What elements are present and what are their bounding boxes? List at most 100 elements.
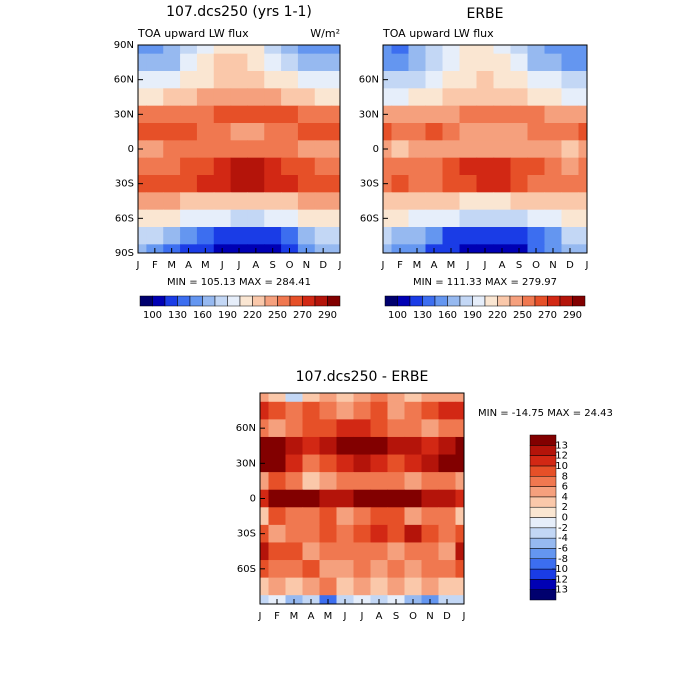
contour-cell (527, 88, 546, 107)
y-tick-label: 30S (115, 179, 134, 190)
contour-cell (146, 140, 164, 159)
colorbar-label: 220 (488, 310, 507, 321)
contour-cell (544, 53, 563, 72)
contour-cell (404, 489, 423, 508)
contour-cell (408, 140, 427, 159)
colorbar-label: 100 (388, 310, 407, 321)
contour-cell (213, 227, 232, 245)
contour-cell (319, 454, 338, 473)
colorbar-label: 12 (555, 451, 568, 462)
contour-cell (578, 227, 587, 245)
colorbar-box (529, 486, 557, 498)
contour-cell (455, 560, 464, 579)
contour-cell (331, 209, 340, 228)
contour-cell (213, 88, 232, 107)
x-tick-label: A (185, 260, 192, 271)
colorbar-label: 250 (513, 310, 532, 321)
colorbar-box (214, 295, 228, 307)
contour-cell (196, 105, 215, 124)
contour-cell (370, 542, 389, 561)
contour-cell (544, 71, 563, 89)
contour-cell (527, 53, 546, 72)
contour-cell (163, 71, 181, 89)
contour-cell (383, 53, 393, 72)
contour-cell (370, 577, 389, 596)
contour-cell (404, 454, 423, 473)
contour-cell (527, 192, 546, 211)
contour-cell (438, 542, 457, 561)
contour-cell (331, 192, 340, 211)
contour-cell (561, 140, 580, 159)
colorbar-box (529, 445, 557, 456)
contour-cell (163, 209, 181, 228)
contour-cell (196, 71, 215, 89)
contour-cell (146, 71, 164, 89)
contour-cell (336, 542, 355, 561)
contour-cell (493, 157, 512, 176)
colorbar-box (534, 295, 548, 307)
colorbar-box (529, 455, 557, 467)
contour-cell (163, 192, 181, 211)
contour-cell (163, 140, 181, 159)
contour-cell (561, 88, 580, 107)
contour-cell (331, 45, 340, 55)
contour-cell (408, 71, 427, 89)
x-tick-label: J (237, 260, 241, 271)
contour-cell (404, 577, 423, 596)
contour-cell (230, 88, 249, 107)
colorbar-label: 250 (268, 310, 287, 321)
x-tick-label: N (549, 260, 556, 271)
contour-cell (527, 157, 546, 176)
contour-cell (285, 454, 304, 473)
contour-cell (230, 123, 249, 141)
colorbar-box (252, 295, 266, 307)
contour-cell (230, 175, 249, 193)
colorbar-label: -8 (558, 554, 568, 565)
contour-cell (336, 577, 355, 596)
contour-cell (476, 227, 495, 245)
colorbar-box (397, 295, 411, 307)
contour-cell (336, 419, 355, 438)
contour-cell (180, 140, 198, 159)
x-tick-label: S (393, 611, 399, 622)
contour-cell (196, 175, 215, 193)
contour-cell (510, 123, 529, 141)
colorbar-box (529, 496, 557, 508)
contour-cell (247, 71, 265, 89)
contour-cell (425, 45, 444, 55)
contour-cell (421, 436, 440, 456)
contour-cell (476, 175, 495, 193)
contour-cell (544, 209, 563, 228)
contour-cell (387, 577, 406, 596)
y-tick-label: 30N (359, 109, 379, 120)
contour-cell (476, 53, 495, 72)
contour-cell (442, 157, 461, 176)
contour-cell (421, 401, 440, 420)
y-tick-label: 90N (114, 40, 134, 51)
colorbar-label: -4 (558, 533, 568, 544)
contour-cell (180, 45, 198, 55)
contour-cell (163, 88, 181, 107)
x-tick-label: J (466, 260, 470, 271)
colorbar-box (529, 506, 557, 518)
x-tick-label: N (303, 260, 310, 271)
contour-cell (331, 88, 340, 107)
contour-cell (421, 577, 440, 596)
contour-cell (230, 157, 249, 176)
contour-cell (387, 419, 406, 438)
x-tick-label: J (338, 260, 342, 271)
contour-cell (314, 209, 333, 228)
contour-cell (180, 227, 198, 245)
contour-cell (561, 175, 580, 193)
colorbar-label: 270 (293, 310, 312, 321)
contour-cell (302, 577, 321, 596)
contour-cell (421, 542, 440, 561)
colorbar-label: 6 (562, 482, 568, 493)
contour-cell (196, 140, 215, 159)
contour-cell (544, 157, 563, 176)
x-tick-label: A (308, 611, 315, 622)
contour-cell (213, 209, 232, 228)
contour-cell (391, 88, 410, 107)
contour-cell (476, 157, 495, 176)
